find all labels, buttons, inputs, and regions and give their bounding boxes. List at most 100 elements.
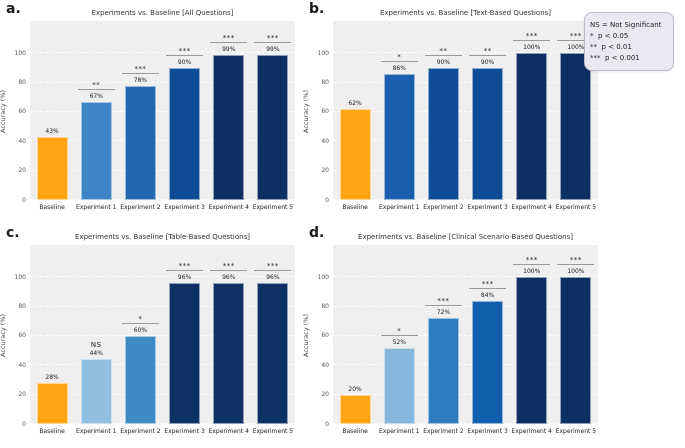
significance-marker: *** <box>134 64 147 73</box>
bar-experiment-4 <box>213 283 245 424</box>
x-tick-label: Experiment 4 <box>208 428 249 435</box>
gridline <box>30 169 295 171</box>
x-tick-label: Baseline <box>342 428 368 435</box>
bar-experiment-3 <box>169 67 201 200</box>
significance-marker: *** <box>266 262 279 271</box>
significance-line <box>210 270 248 272</box>
significance-line <box>557 40 595 42</box>
significance-line <box>77 88 115 90</box>
plot-area: 20% 52% * 72% *** 84% *** 100% *** 100% *** <box>333 245 598 424</box>
significance-line <box>166 270 204 272</box>
bar-experiment-5 <box>257 283 289 424</box>
gridline <box>333 110 598 112</box>
significance-line <box>380 334 418 336</box>
x-tick-label: Experiment 1 <box>379 204 420 211</box>
y-tick-label: 60 <box>321 332 329 340</box>
x-tick-label: Experiment 3 <box>467 428 508 435</box>
x-tick-label: Experiment 2 <box>120 204 161 211</box>
gridline <box>333 81 598 83</box>
significance-line <box>254 270 292 272</box>
bar-value-label: 28% <box>45 373 59 381</box>
x-tick-label: Experiment 4 <box>511 204 552 211</box>
significance-marker: ** <box>92 80 101 89</box>
y-tick-label: 0 <box>325 196 329 204</box>
significance-line <box>380 60 418 62</box>
y-tick-label: 0 <box>22 196 26 204</box>
y-tick-label: 60 <box>18 108 26 116</box>
gridline <box>30 334 295 336</box>
significance-marker: NS <box>90 340 102 349</box>
gridline <box>30 81 295 83</box>
chart-title: Experiments vs. Baseline [Text-Based Que… <box>379 9 552 17</box>
gridline <box>30 305 295 307</box>
bar-value-label: 100% <box>567 268 585 276</box>
x-tick-label: Experiment 3 <box>164 428 205 435</box>
y-tick-label: 0 <box>325 420 329 428</box>
bar-experiment-3 <box>169 283 201 424</box>
legend-line: ** p < 0.01 <box>590 42 632 51</box>
chart-panel-d: d. Experiments vs. Baseline [Clinical Sce… <box>302 224 603 448</box>
panel-letter: d. <box>309 225 325 241</box>
x-tick-label: Experiment 2 <box>423 204 464 211</box>
bar-value-label: 43% <box>45 127 59 135</box>
y-tick-label: 80 <box>321 303 329 311</box>
chart-title: Experiments vs. Baseline [Clinical Scena… <box>358 233 573 241</box>
gridline <box>30 140 295 142</box>
gridline <box>333 140 598 142</box>
bar-experiment-1 <box>80 359 112 424</box>
panel-letter: b. <box>309 1 325 17</box>
x-tick-label: Experiment 5 <box>252 204 294 211</box>
significance-line <box>424 54 462 56</box>
bar-experiment-5 <box>257 54 289 200</box>
bar-value-label: 90% <box>480 58 495 66</box>
legend-line: * p < 0.05 <box>590 31 629 40</box>
bar-baseline <box>339 394 371 424</box>
bar-experiment-5 <box>560 277 592 424</box>
panel-letter: c. <box>6 225 20 241</box>
gridline <box>30 199 295 200</box>
significance-line <box>210 41 248 43</box>
gridline <box>30 52 295 54</box>
x-tick-label: Baseline <box>39 428 65 435</box>
chart-panel-c: c. Experiments vs. Baseline [Table-Based … <box>0 224 300 448</box>
significance-line <box>166 54 204 56</box>
bar-value-label: 96% <box>177 274 192 282</box>
x-tick-label: Experiment 3 <box>164 204 205 211</box>
bar-value-label: 67% <box>89 92 103 100</box>
x-tick-label: Experiment 1 <box>76 428 117 435</box>
significance-marker: * <box>397 52 402 61</box>
x-tick-label: Experiment 2 <box>120 428 161 435</box>
bar-experiment-2 <box>427 318 459 424</box>
bar-value-label: 86% <box>392 64 406 72</box>
significance-marker: *** <box>178 46 191 55</box>
significance-marker: *** <box>569 32 582 41</box>
significance-legend: NS = Not Significant * p < 0.05 ** p < 0… <box>584 12 674 72</box>
x-tick-label: Experiment 3 <box>467 204 508 211</box>
y-axis-label: Accuracy (%) <box>302 89 310 133</box>
significance-marker: * <box>138 314 143 323</box>
significance-marker: *** <box>569 256 582 265</box>
y-tick-label: 80 <box>18 303 26 311</box>
y-tick-label: 80 <box>321 79 329 87</box>
bar-baseline <box>339 109 371 200</box>
gridline <box>333 276 598 278</box>
bar-value-label: 90% <box>436 58 451 66</box>
gridline <box>333 364 598 366</box>
significance-marker: *** <box>222 33 235 42</box>
x-tick-label: Baseline <box>39 204 65 211</box>
gridline <box>30 276 295 278</box>
x-tick-label: Experiment 4 <box>208 204 249 211</box>
gridline <box>30 364 295 366</box>
y-axis-label: Accuracy (%) <box>0 89 7 133</box>
significance-marker: *** <box>222 262 235 271</box>
y-tick-label: 20 <box>321 391 329 399</box>
significance-line <box>424 305 462 307</box>
x-tick-label: Experiment 5 <box>555 204 597 211</box>
significance-marker: ** <box>439 46 448 55</box>
plot-area: 43% 67% ** 78% *** 90% *** 99% *** 99% *** <box>30 21 295 200</box>
bar-baseline <box>36 136 68 200</box>
gridline <box>30 110 295 112</box>
significance-line <box>469 54 507 56</box>
gridline <box>30 423 295 424</box>
